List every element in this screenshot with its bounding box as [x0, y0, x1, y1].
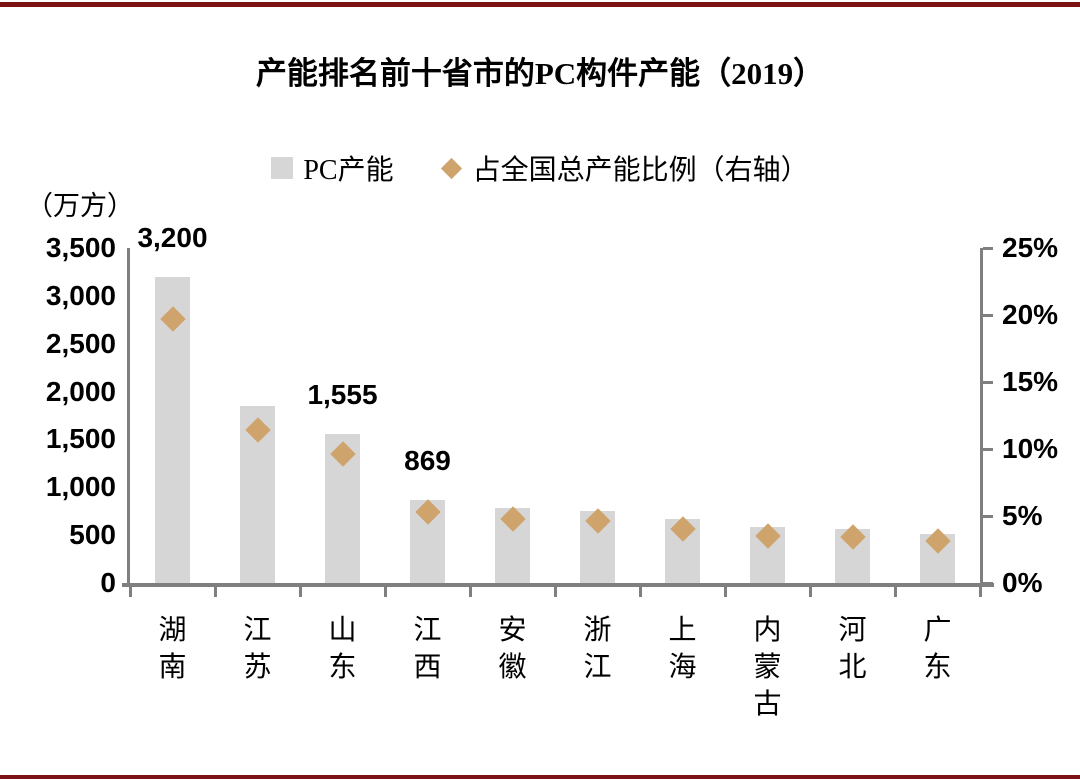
x-category-char: 北	[838, 652, 867, 683]
right-axis-tick	[983, 246, 993, 250]
x-axis-baseline	[122, 583, 994, 587]
x-category-char: 江	[243, 615, 272, 646]
x-category-char: 苏	[243, 652, 272, 683]
left-axis-tick-label: 2,000	[45, 375, 116, 407]
left-axis-tick-label: 1,000	[45, 471, 116, 503]
x-category-label-江西: 江西	[398, 612, 458, 686]
x-category-char: 浙	[583, 615, 612, 646]
right-axis-tick-label: 10%	[1002, 433, 1059, 464]
x-category-char: 东	[923, 652, 952, 683]
bar-value-label-山东: 1,555	[307, 379, 378, 411]
x-axis-tick	[808, 587, 812, 597]
top-rule	[0, 2, 1080, 7]
right-axis-tick-label: 25%	[1002, 232, 1059, 263]
x-axis-tick	[723, 587, 727, 597]
legend-label-pc-capacity: PC产能	[303, 155, 394, 186]
x-category-char: 内	[753, 615, 782, 646]
x-category-char: 安	[498, 615, 527, 646]
x-category-char: 东	[328, 652, 357, 683]
left-axis-unit-label: （万方）	[26, 191, 134, 221]
bar-series-swatch-icon	[271, 157, 294, 179]
legend: PC产能 占全国总产能比例（右轴）	[0, 148, 1080, 188]
x-category-char: 广	[923, 615, 952, 646]
x-category-label-安徽: 安徽	[483, 612, 543, 686]
left-axis-tick-label: 0	[100, 567, 116, 598]
right-axis-tick	[983, 447, 993, 451]
x-category-char: 西	[413, 652, 442, 683]
x-category-char: 古	[753, 689, 782, 720]
chart-title: 产能排名前十省市的PC构件产能（2019）	[255, 56, 825, 91]
x-category-label-湖南: 湖南	[143, 612, 203, 686]
right-axis-tick	[983, 380, 993, 384]
x-category-label-浙江: 浙江	[568, 612, 628, 686]
left-axis-tick-label: 500	[69, 519, 116, 551]
x-axis-tick	[978, 587, 982, 597]
x-axis-tick	[213, 587, 217, 597]
right-axis-tick-label: 5%	[1002, 500, 1043, 531]
bar-value-label-江西: 869	[404, 444, 451, 476]
left-axis-tick-label: 3,500	[45, 232, 116, 263]
x-category-char: 蒙	[753, 652, 782, 683]
x-category-label-山东: 山东	[313, 612, 373, 686]
right-axis-tick-label: 0%	[1002, 567, 1043, 598]
x-category-char: 江	[413, 615, 442, 646]
x-category-char: 上	[668, 615, 697, 646]
x-category-label-广东: 广东	[908, 612, 968, 686]
x-axis-tick	[553, 587, 557, 597]
bottom-rule	[0, 775, 1080, 779]
x-category-char: 山	[328, 615, 357, 646]
x-axis-tick	[468, 587, 472, 597]
x-category-label-上海: 上海	[653, 612, 713, 686]
x-category-label-内蒙古: 内蒙古	[738, 612, 798, 723]
x-category-char: 河	[838, 615, 867, 646]
x-axis-tick	[128, 587, 132, 597]
diamond-series-swatch-icon	[440, 157, 462, 179]
right-axis-tick	[983, 581, 993, 585]
right-axis-spine	[980, 248, 983, 587]
bar-value-label-湖南: 3,200	[137, 221, 208, 253]
left-axis-tick-label: 1,500	[45, 423, 116, 455]
left-axis-tick-label: 3,000	[45, 279, 116, 311]
x-category-char: 南	[158, 652, 187, 683]
x-category-char: 江	[583, 652, 612, 683]
left-axis-spine	[127, 248, 130, 587]
legend-item-national-share: 占全国总产能比例（右轴）	[440, 148, 809, 188]
x-axis-tick	[383, 587, 387, 597]
legend-label-national-share: 占全国总产能比例（右轴）	[472, 155, 809, 186]
right-axis-tick	[983, 313, 993, 317]
x-category-char: 湖	[158, 615, 187, 646]
x-category-label-江苏: 江苏	[228, 612, 288, 686]
right-axis-tick-label: 15%	[1002, 366, 1059, 397]
x-category-char: 海	[668, 652, 697, 683]
left-axis-tick-label: 2,500	[45, 327, 116, 359]
right-axis-tick-label: 20%	[1002, 299, 1059, 330]
x-axis-tick	[638, 587, 642, 597]
x-axis-tick	[298, 587, 302, 597]
x-category-char: 徽	[498, 652, 527, 683]
right-axis-tick	[983, 514, 993, 518]
x-category-label-河北: 河北	[823, 612, 883, 686]
legend-item-pc-capacity: PC产能	[271, 148, 394, 188]
x-axis-tick	[893, 587, 897, 597]
